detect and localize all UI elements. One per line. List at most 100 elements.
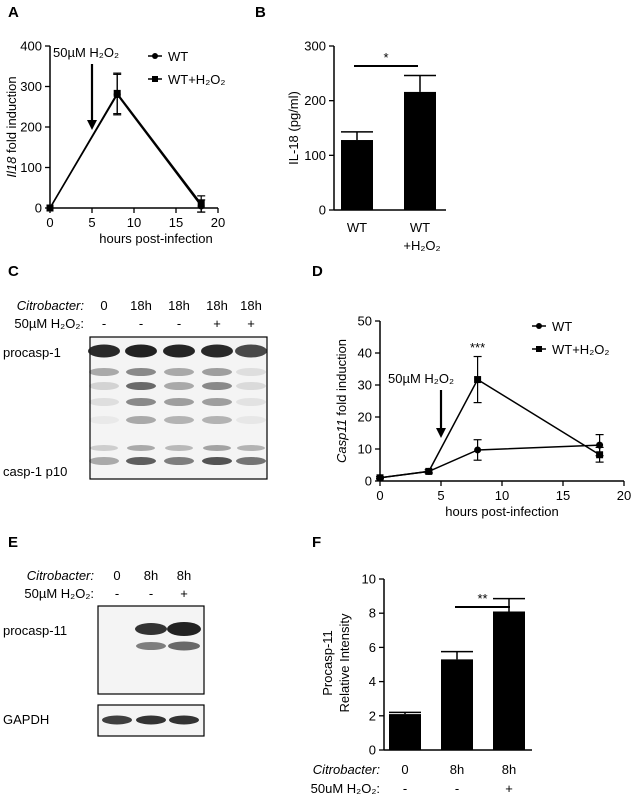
condition-value: 18h	[168, 298, 190, 313]
blot-smear	[202, 416, 232, 424]
series-line	[49, 92, 202, 209]
band-procasp-11	[135, 623, 167, 635]
y-axis-title: Casp11 fold induction	[334, 339, 349, 463]
blot-smear	[126, 368, 156, 376]
band-casp-1-p10	[126, 457, 156, 465]
panel-label-b: B	[255, 4, 266, 21]
condition-row-label: 50µM H₂O₂:	[24, 586, 94, 601]
panel-d-line-chart: 0 10 20 30 40 50 0 5 10 15 20 hours post-infection C…	[334, 314, 631, 520]
y-tick-label: 10	[358, 442, 372, 457]
data-point	[46, 204, 54, 212]
y-axis-title-line: Relative Intensity	[337, 613, 352, 712]
y-tick-label: 10	[362, 572, 376, 587]
blot-smear	[164, 382, 194, 390]
condition-value: -	[403, 781, 407, 796]
data-point	[474, 376, 482, 384]
band-gapdh	[136, 715, 166, 725]
band-casp-1-p10	[236, 457, 266, 465]
x-tick-label: 20	[211, 215, 225, 230]
y-tick-label: 8	[369, 606, 376, 621]
condition-value: -	[102, 316, 106, 331]
blot-smear	[236, 416, 266, 424]
panel-f-bar-chart: 0 2 4 6 8 10 ** Procasp-11 Relative Intensity Cit…	[311, 572, 532, 796]
blot-smear	[126, 382, 156, 390]
bar	[341, 140, 373, 210]
x-tick-label: 10	[495, 488, 509, 503]
band-label: procasp-1	[3, 345, 61, 360]
condition-value: -	[455, 781, 459, 796]
y-tick-label: 400	[20, 39, 42, 54]
condition-value: +	[247, 316, 255, 331]
condition-row-label: Citrobacter:	[313, 762, 381, 777]
legend-marker	[152, 76, 158, 82]
band-casp-1-p10	[164, 457, 194, 465]
data-point	[425, 467, 433, 475]
y-axis-title-gene: Il18	[4, 156, 19, 178]
x-axis-title: hours post-infection	[445, 504, 558, 519]
blot-smear	[202, 368, 232, 376]
y-tick-label: 100	[20, 160, 42, 175]
blot-smear	[164, 416, 194, 424]
y-tick-label: 40	[358, 346, 372, 361]
band-procasp-1	[125, 344, 157, 358]
condition-value: 0	[100, 298, 107, 313]
y-tick-label: 300	[20, 79, 42, 94]
condition-value: 8h	[450, 762, 464, 777]
y-axis-title-line: Procasp-11	[320, 630, 335, 696]
x-tick-label: 5	[437, 488, 444, 503]
bar	[389, 714, 421, 750]
condition-value: -	[139, 316, 143, 331]
panel-label-e: E	[8, 534, 18, 551]
data-point	[474, 446, 482, 454]
x-tick-label: 20	[617, 488, 631, 503]
band-procasp-1	[235, 344, 267, 358]
blot-smear	[236, 398, 266, 406]
bar	[493, 611, 525, 750]
x-tick-label: 15	[556, 488, 570, 503]
band-label: casp-1 p10	[3, 464, 67, 479]
y-axis-title-gene: Casp11	[334, 419, 349, 463]
panel-label-c: C	[8, 263, 19, 280]
legend-label: WT	[552, 319, 572, 334]
condition-row-label: 50uM H₂O₂:	[311, 781, 380, 796]
band-procasp-11-lower	[136, 642, 166, 650]
condition-value: 8h	[144, 568, 158, 583]
y-tick-label: 200	[304, 93, 326, 108]
blot-smear	[126, 398, 156, 406]
panel-label-d: D	[312, 263, 323, 280]
legend-marker	[152, 53, 158, 59]
y-tick-label: 0	[365, 474, 372, 489]
bar	[441, 659, 473, 750]
y-tick-label: 30	[358, 378, 372, 393]
condition-value: +	[213, 316, 221, 331]
band-procasp-11	[167, 622, 201, 636]
x-axis-title: hours post-infection	[99, 231, 212, 246]
band-procasp-1	[163, 344, 195, 358]
band-procasp-11-lower	[168, 641, 200, 651]
series-line	[379, 378, 600, 479]
blot-smear	[127, 445, 155, 451]
y-tick-label: 4	[369, 674, 376, 689]
x-tick-label: 15	[169, 215, 183, 230]
blot-smear	[89, 398, 119, 406]
blot-smear	[90, 445, 118, 451]
condition-value: +	[180, 586, 188, 601]
blot-smear	[164, 398, 194, 406]
x-category-label: WT	[347, 220, 367, 235]
data-point	[113, 89, 121, 97]
data-point	[376, 474, 384, 482]
blot-smear	[203, 445, 231, 451]
panel-e-western-blot: Citrobacter: 0 8h 8h 50µM H₂O₂: - - + procasp-11…	[3, 568, 205, 737]
band-gapdh	[169, 715, 199, 725]
legend-marker	[536, 323, 542, 329]
blot-smear	[236, 368, 266, 376]
annotation-arrow-head	[87, 120, 97, 130]
annotation-label: 50µM H₂O₂	[53, 45, 119, 60]
x-tick-label: 0	[46, 215, 53, 230]
blot-membrane	[89, 336, 268, 480]
panel-label-a: A	[8, 4, 19, 21]
panel-c-western-blot: Citrobacter: 0 18h 18h 18h 18h 50µM H₂O₂: - - - + +…	[3, 298, 268, 480]
significance-marker: ***	[470, 340, 485, 355]
